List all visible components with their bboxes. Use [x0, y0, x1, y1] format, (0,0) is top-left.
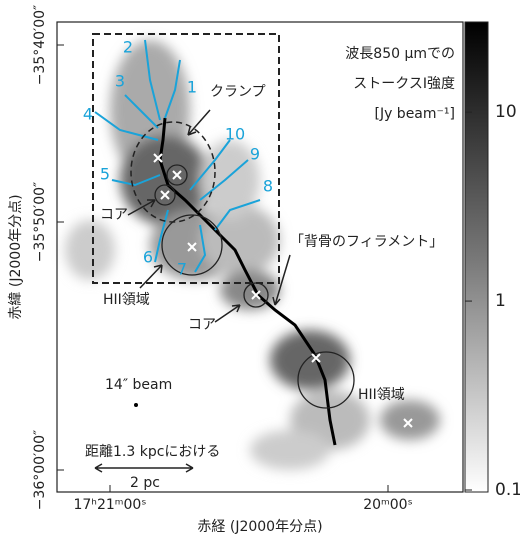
branch-label: 6 [143, 248, 153, 267]
y-tick-label: −35°50′00″ [32, 182, 48, 263]
annotation: クランプ [210, 84, 266, 100]
branch-label: 2 [123, 38, 133, 57]
branch-label: 10 [225, 125, 245, 144]
colorbar-tick-label: 0.1 [495, 480, 520, 500]
annotation: HII領域 [358, 386, 405, 403]
annotation: 「背骨のフィラメント」 [290, 234, 443, 250]
annotation: コア [100, 207, 128, 223]
annotation: コア [188, 317, 216, 333]
branch-label: 4 [83, 105, 93, 124]
annotation: 距離1.3 kpcにおける [85, 443, 220, 460]
beam [134, 403, 138, 407]
branch-label: 5 [100, 165, 110, 184]
emission [65, 40, 440, 470]
y-tick-label: −36°00′00″ [32, 430, 48, 511]
annotation: 14″ beam [105, 377, 172, 393]
x-axis-label: 赤経 (J2000年分点) [197, 519, 322, 535]
y-tick-label: −35°40′00″ [32, 5, 48, 86]
colorbar-title: 波長850 μmでの [345, 46, 455, 62]
branch-label: 3 [115, 72, 125, 91]
colorbar-title: [Jy beam⁻¹] [374, 106, 455, 122]
colorbar [465, 22, 488, 492]
x-tick-label: 17ʰ21ᵐ00ˢ [73, 497, 146, 513]
annotation: HII領域 [103, 291, 150, 308]
colorbar-title: ストークスI強度 [353, 76, 455, 92]
x-tick-label: 20ᵐ00ˢ [363, 497, 413, 513]
branch-label: 1 [187, 78, 197, 97]
y-axis-label: 赤緯 (J2000年分点) [8, 194, 24, 319]
branch-label: 8 [263, 177, 273, 196]
annotation: 2 pc [130, 475, 160, 491]
colorbar-tick-label: 1 [495, 291, 506, 311]
colorbar-tick-label: 10 [495, 102, 517, 122]
branch-label: 7 [177, 260, 187, 279]
branch-label: 9 [250, 145, 260, 164]
figure: 赤経 (J2000年分点) 赤緯 (J2000年分点) 17ʰ21ᵐ00ˢ 20ᵐ00… [0, 0, 520, 543]
